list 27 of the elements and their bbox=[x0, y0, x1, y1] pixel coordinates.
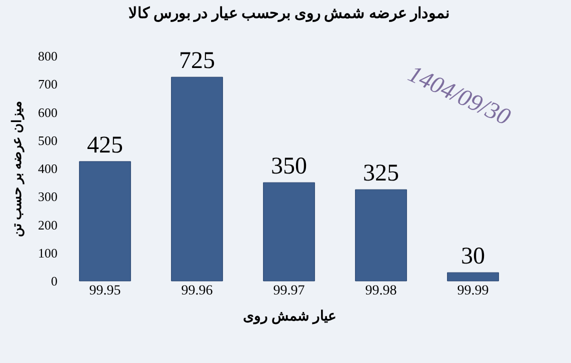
y-tick-label: 100 bbox=[38, 245, 58, 260]
x-axis-title: عیار شمش روی bbox=[243, 310, 336, 324]
y-tick-label: 400 bbox=[38, 161, 58, 176]
data-label: 425 bbox=[87, 132, 123, 158]
x-tick-label: 99.97 bbox=[273, 284, 305, 298]
y-tick-label: 200 bbox=[38, 217, 58, 232]
bar bbox=[263, 182, 315, 282]
y-tick-label: 0 bbox=[51, 274, 58, 288]
x-tick-label: 99.98 bbox=[365, 284, 397, 298]
data-label: 30 bbox=[461, 244, 485, 270]
data-label: 725 bbox=[179, 48, 215, 74]
y-tick-label: 800 bbox=[38, 48, 58, 64]
x-tick-label: 99.96 bbox=[181, 284, 213, 298]
bar bbox=[447, 272, 499, 282]
y-tick-label: 500 bbox=[38, 132, 58, 148]
y-tick-label: 700 bbox=[38, 76, 58, 92]
y-tick-label: 600 bbox=[38, 104, 58, 120]
data-label: 325 bbox=[363, 160, 399, 187]
x-tick-label: 99.95 bbox=[89, 284, 121, 298]
chart-title: نمودار عرضه شمش روی برحسب عیار در بورس کالا bbox=[128, 6, 450, 22]
bar bbox=[171, 76, 223, 282]
x-tick-label: 99.99 bbox=[457, 284, 489, 298]
y-axis-title: میزان عرضه بر حسب تن bbox=[9, 101, 25, 237]
bar bbox=[79, 161, 131, 282]
y-tick-label: 300 bbox=[38, 189, 58, 204]
bar bbox=[355, 189, 407, 282]
data-label: 350 bbox=[271, 154, 307, 180]
